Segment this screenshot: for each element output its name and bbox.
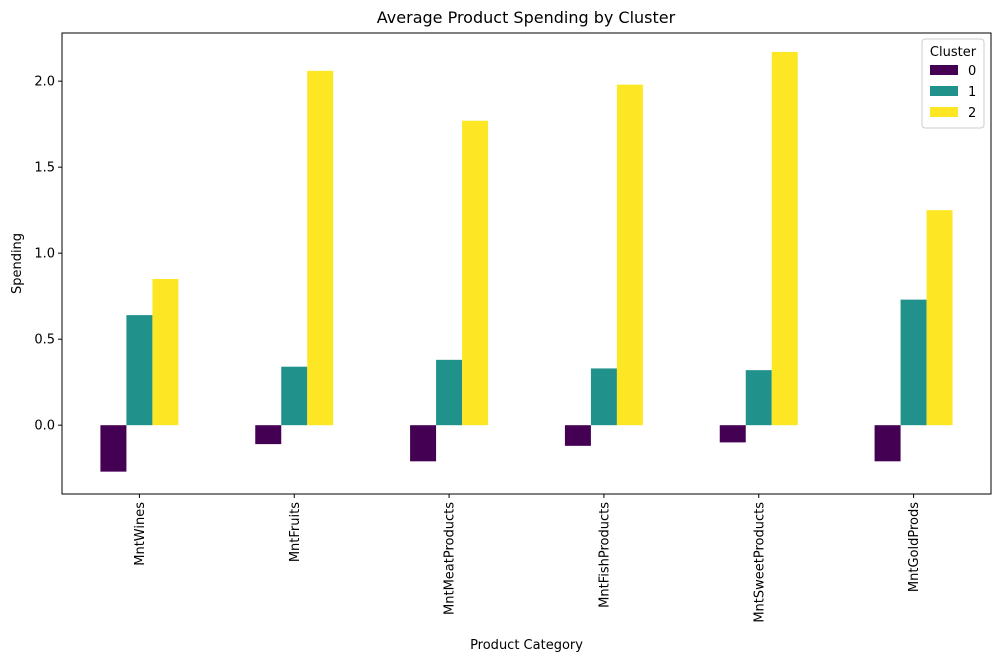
bar-MntGoldProds-cluster-1 <box>900 299 927 426</box>
bar-MntWines-cluster-2 <box>152 278 179 426</box>
x-axis: MntWines MntFruits MntMeatProducts MntFishP… <box>133 494 922 623</box>
legend-swatch-cluster-1 <box>930 86 958 96</box>
y-axis-label: Spending <box>10 233 25 294</box>
y-axis: 0.0 0.5 1.0 1.5 2.0 <box>34 75 62 434</box>
x-tick-label: MntFruits <box>288 502 303 562</box>
legend-label-cluster-0: 0 <box>968 64 976 79</box>
legend-label-cluster-2: 2 <box>968 106 976 121</box>
bar-MntFishProducts-cluster-0 <box>564 425 591 446</box>
bar-MntSweetProducts-cluster-2 <box>771 51 798 426</box>
legend-label-cluster-1: 1 <box>968 85 976 100</box>
bar-MntWines-cluster-0 <box>100 425 127 472</box>
x-tick-label: MntGoldProds <box>907 502 922 592</box>
legend-swatch-cluster-0 <box>930 65 958 75</box>
bar-MntFishProducts-cluster-2 <box>616 84 643 426</box>
bar-MntFruits-cluster-1 <box>281 366 308 426</box>
bar-MntSweetProducts-cluster-0 <box>719 425 746 443</box>
bar-MntWines-cluster-1 <box>126 315 153 426</box>
x-tick-label: MntSweetProducts <box>752 502 767 623</box>
legend: Cluster 0 1 2 <box>921 38 985 129</box>
x-axis-label: Product Category <box>470 638 583 653</box>
bar-MntMeatProducts-cluster-0 <box>410 425 437 462</box>
y-tick-label: 1.5 <box>34 161 55 176</box>
chart-title: Average Product Spending by Cluster <box>377 8 676 27</box>
y-tick-label: 0.5 <box>34 333 55 348</box>
bar-MntGoldProds-cluster-2 <box>926 210 953 426</box>
bar-MntFruits-cluster-2 <box>307 70 334 426</box>
plot-frame <box>61 32 992 495</box>
y-tick-label: 1.0 <box>34 247 55 262</box>
x-tick-label: MntWines <box>133 502 148 566</box>
legend-title: Cluster <box>930 45 977 60</box>
bar-MntFruits-cluster-0 <box>255 425 282 445</box>
bar-MntMeatProducts-cluster-2 <box>462 120 489 426</box>
y-tick-label: 0.0 <box>34 419 55 434</box>
legend-swatch-cluster-2 <box>930 107 958 117</box>
legend-frame <box>921 38 985 129</box>
bar-MntFishProducts-cluster-1 <box>590 368 617 426</box>
y-tick-label: 2.0 <box>34 75 55 90</box>
x-tick-label: MntFishProducts <box>597 502 612 608</box>
x-tick-label: MntMeatProducts <box>443 502 458 615</box>
bar-MntGoldProds-cluster-0 <box>874 425 901 462</box>
bars-group <box>100 51 953 472</box>
bar-MntMeatProducts-cluster-1 <box>436 359 463 426</box>
bar-MntSweetProducts-cluster-1 <box>745 370 772 426</box>
